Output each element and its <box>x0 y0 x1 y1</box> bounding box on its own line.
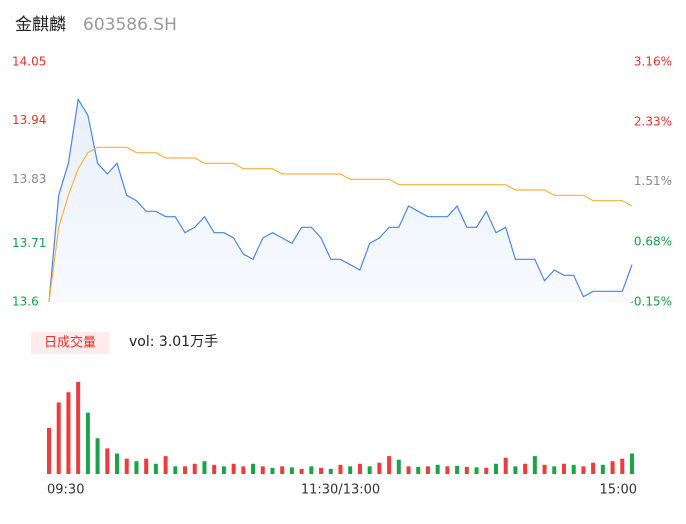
stock-name: 金麒麟 <box>15 15 66 35</box>
volume-bar <box>270 467 275 474</box>
volume-bar <box>202 461 207 474</box>
volume-bar <box>435 464 440 474</box>
y2-tick-label: 3.16% <box>634 55 672 69</box>
volume-bar <box>192 463 197 474</box>
x-tick-label: 15:00 <box>600 483 637 498</box>
volume-bar <box>610 461 615 474</box>
volume-bar <box>76 382 81 474</box>
y-tick-label: 13.83 <box>12 172 46 186</box>
volume-bar <box>231 463 236 474</box>
volume-bar <box>532 456 537 474</box>
volume-bar <box>542 464 547 474</box>
volume-bar <box>56 402 61 474</box>
volume-bar <box>561 463 566 474</box>
volume-bar <box>620 458 625 474</box>
volume-bar <box>212 464 217 474</box>
volume-bar <box>571 464 576 474</box>
volume-bar <box>630 453 634 474</box>
volume-bar <box>425 466 430 474</box>
volume-bar <box>377 462 382 474</box>
volume-bar <box>387 456 392 474</box>
volume-badge: 日成交量 <box>44 335 96 351</box>
y-tick-label: 13.94 <box>12 113 46 127</box>
volume-bar <box>183 466 188 474</box>
volume-bar <box>280 466 285 474</box>
y-tick-label: 13.71 <box>12 236 46 250</box>
volume-bar <box>416 466 421 474</box>
volume-bar <box>474 467 479 474</box>
y2-tick-label: -0.15% <box>630 295 672 309</box>
volume-bar <box>513 466 518 474</box>
volume-bar <box>338 464 343 474</box>
volume-bar <box>153 463 158 474</box>
volume-total: vol: 3.01万手 <box>129 334 218 350</box>
volume-bar <box>552 466 557 474</box>
volume-bar <box>124 458 129 474</box>
volume-bar <box>95 438 100 474</box>
volume-bar <box>47 428 51 474</box>
volume-bar <box>484 467 489 474</box>
x-tick-label: 11:30/13:00 <box>301 483 380 498</box>
price-line <box>48 97 633 303</box>
y-tick-label: 14.05 <box>12 55 46 69</box>
volume-bar <box>367 466 372 474</box>
volume-bar <box>66 392 71 474</box>
volume-bar <box>173 466 178 474</box>
volume-bar <box>251 463 256 474</box>
volume-bar <box>591 462 596 474</box>
y2-tick-label: 1.51% <box>634 174 672 188</box>
volume-bar <box>319 467 324 474</box>
stock-code: 603586.SH <box>83 15 177 35</box>
volume-bar <box>600 464 605 474</box>
volume-bar <box>309 466 314 474</box>
volume-bar <box>455 465 460 474</box>
x-tick-label: 09:30 <box>47 483 84 498</box>
volume-bar <box>221 466 226 474</box>
volume-bar <box>503 457 508 474</box>
volume-bar <box>445 466 450 474</box>
volume-bar <box>289 467 294 474</box>
volume-bar <box>134 461 139 474</box>
volume-bar <box>163 456 168 474</box>
volume-bar <box>357 463 362 474</box>
volume-bar <box>115 453 120 474</box>
volume-bar <box>299 468 304 474</box>
price-area <box>49 99 632 302</box>
volume-bar <box>348 466 353 474</box>
y2-tick-label: 2.33% <box>634 115 672 129</box>
volume-bar <box>406 466 411 474</box>
volume-bar <box>85 412 90 474</box>
y2-tick-label: 0.68% <box>634 234 672 248</box>
average-line <box>48 146 633 303</box>
volume-bar <box>464 466 469 474</box>
volume-bar <box>493 463 498 474</box>
volume-bar <box>241 466 246 474</box>
volume-bar <box>260 466 265 474</box>
volume-bar <box>581 466 586 474</box>
badge-bg <box>31 332 109 354</box>
volume-bar <box>105 448 110 474</box>
volume-bar <box>396 459 401 474</box>
volume-bar <box>144 458 149 474</box>
volume-bar <box>523 463 528 474</box>
volume-bar <box>328 468 333 474</box>
y-tick-label: 13.6 <box>12 295 39 309</box>
